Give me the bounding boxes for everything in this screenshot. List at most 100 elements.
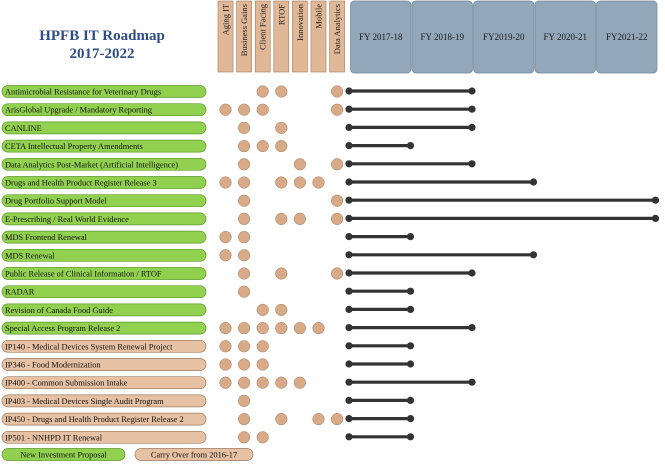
criteria-dot-business-gains — [238, 158, 251, 171]
criteria-dot-innovation — [293, 176, 306, 189]
project-row: Special Access Program Release 2 — [1, 321, 476, 335]
criteria-dot-mobile — [312, 176, 325, 189]
fy-header-box — [411, 0, 473, 74]
criteria-dot-aging-it — [219, 103, 232, 116]
project-label-pill — [1, 321, 207, 335]
project-row: CANLINE — [1, 121, 476, 135]
fiscal-year-header-group: FY 2017-18 FY 2018-19 FY2019-20 FY 2020-21 F… — [350, 0, 658, 74]
criteria-dot-business-gains — [238, 231, 251, 244]
timeline-start-dot — [345, 105, 353, 113]
project-row: IP400 - Common Submission Intake — [1, 376, 476, 390]
project-name: MDS Frontend Renewal — [5, 233, 88, 242]
fy-header-label: FY2019-20 — [483, 32, 525, 42]
project-label-pill — [1, 358, 207, 371]
criteria-dot-client-facing — [256, 103, 269, 116]
fy-header-fy2021-22: FY2021-22 — [596, 0, 658, 74]
criteria-header-box — [236, 0, 252, 73]
criteria-dot-client-facing — [256, 376, 269, 389]
project-name: MDS Renewal — [5, 251, 55, 260]
timeline-end-dot — [529, 251, 538, 259]
criteria-dot-aging-it — [219, 231, 232, 244]
criteria-dot-business-gains — [238, 340, 251, 353]
timeline-start-dot — [345, 87, 353, 95]
criteria-dot-client-facing — [256, 85, 269, 98]
timeline-end-dot — [468, 269, 476, 277]
criteria-dot-data-analytics — [331, 85, 344, 98]
timeline-start-dot — [345, 342, 353, 350]
timeline-start-dot — [345, 142, 353, 150]
criteria-header-innovation: Innovation — [292, 0, 308, 73]
criteria-dot-aging-it — [219, 340, 232, 353]
project-name: RADAR — [5, 288, 35, 297]
criteria-dot-innovation — [293, 212, 306, 225]
project-label-pill — [1, 157, 207, 171]
project-label-pill — [1, 376, 207, 390]
timeline-end-dot — [468, 123, 476, 131]
criteria-dot-business-gains — [238, 431, 251, 444]
criteria-header-box — [273, 0, 290, 73]
criteria-dot-business-gains — [238, 267, 251, 280]
timeline-start-dot — [345, 269, 353, 277]
project-label-pill — [1, 139, 207, 153]
criteria-dot-data-analytics — [331, 413, 344, 426]
project-label-pill — [1, 412, 207, 426]
project-label-pill — [1, 121, 207, 135]
criteria-header-group: Aging IT Business Gains Client Facing RTOF I… — [217, 0, 345, 73]
criteria-dot-rtof — [275, 140, 288, 153]
project-row: E-Prescribing / Real World Evidence — [1, 212, 660, 226]
project-row: Drug Portfolio Support Model — [1, 194, 660, 208]
project-row: RADAR — [1, 285, 415, 299]
timeline-start-dot — [345, 178, 353, 186]
timeline-start-dot — [345, 251, 353, 259]
criteria-dot-business-gains — [238, 394, 251, 407]
criteria-dot-business-gains — [238, 285, 251, 298]
criteria-dot-rtof — [275, 303, 288, 316]
project-name: CANLINE — [5, 124, 42, 133]
timeline-start-dot — [345, 233, 353, 241]
criteria-dot-business-gains — [238, 176, 251, 189]
criteria-header-label: Innovation — [295, 3, 305, 41]
fy-header-label: FY 2018-19 — [421, 32, 465, 42]
criteria-dot-business-gains — [238, 140, 251, 153]
criteria-header-label: Data Analytics — [332, 4, 342, 54]
legend-item-carry: Carry Over from 2016-17 — [134, 448, 254, 461]
criteria-header-label: RTOF — [276, 4, 286, 25]
project-row: IP450 - Drugs and Health Product Registe… — [1, 412, 415, 426]
project-name: Antimicrobial Resistance for Veterinary … — [5, 88, 161, 97]
timeline-start-dot — [345, 196, 353, 204]
criteria-header-box — [292, 0, 308, 73]
timeline-end-dot — [651, 214, 660, 222]
criteria-dot-data-analytics — [331, 267, 344, 280]
timeline-end-dot — [406, 360, 415, 368]
project-row: MDS Frontend Renewal — [1, 230, 415, 244]
criteria-dot-aging-it — [219, 376, 232, 389]
legend-item-new: New Investment Proposal — [1, 448, 126, 461]
timeline-end-dot — [406, 305, 415, 313]
fy-header-label: FY 2017-18 — [359, 32, 403, 42]
project-label-pill — [1, 212, 207, 226]
criteria-dot-data-analytics — [331, 158, 344, 171]
criteria-dot-rtof — [275, 121, 288, 134]
project-label-pill — [1, 176, 207, 189]
criteria-dot-data-analytics — [331, 212, 344, 225]
timeline-end-dot — [406, 233, 415, 241]
criteria-dot-business-gains — [238, 322, 251, 335]
fy-header-fy2019-20: FY2019-20 — [473, 0, 535, 74]
project-label-pill — [1, 103, 207, 117]
timeline-start-dot — [345, 415, 353, 423]
project-row: IP346 - Food Modernization — [1, 358, 415, 371]
criteria-header-data-analytics: Data Analytics — [329, 0, 345, 73]
project-row: Data Analytics Post-Market (Artificial I… — [1, 157, 476, 171]
project-name: IP140 - Medical Devices System Renewal P… — [5, 342, 173, 351]
timeline-start-dot — [345, 305, 353, 313]
timeline-end-dot — [468, 324, 476, 332]
criteria-dot-rtof — [275, 267, 288, 280]
timeline-start-dot — [345, 123, 353, 131]
title-line-2: 2017-2022 — [70, 46, 135, 62]
criteria-dot-data-analytics — [331, 103, 344, 116]
timeline-end-dot — [651, 196, 660, 204]
criteria-dot-client-facing — [256, 358, 269, 371]
title-line-1: HPFB IT Roadmap — [39, 28, 165, 44]
timeline-start-dot — [345, 214, 353, 222]
